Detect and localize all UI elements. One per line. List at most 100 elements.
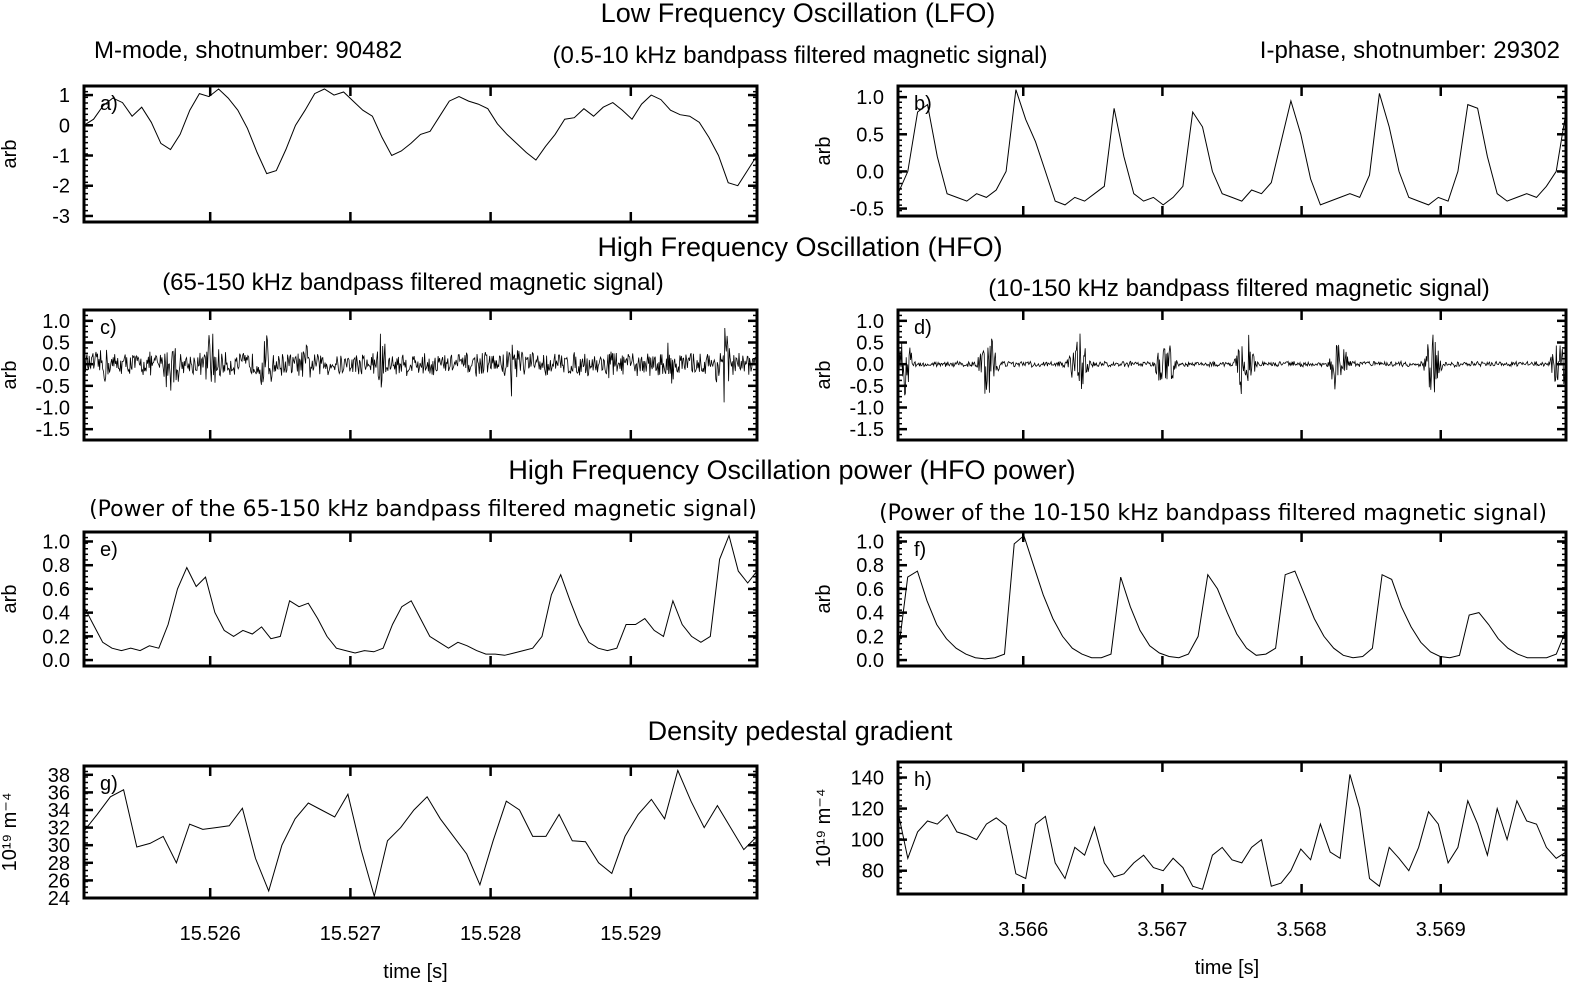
panel-label-f: f) bbox=[914, 539, 926, 561]
panel-label-d: d) bbox=[914, 317, 932, 339]
xtick-label: 15.527 bbox=[320, 923, 381, 945]
panel-label-c: c) bbox=[100, 317, 117, 339]
ytick-label: -1.5 bbox=[36, 419, 70, 441]
ytick-label: -0.5 bbox=[850, 199, 884, 221]
data-line-c bbox=[83, 327, 758, 403]
xtick-label: 3.566 bbox=[998, 919, 1048, 941]
ytick-label: 0.8 bbox=[856, 555, 884, 577]
panel-c: 1.00.50.0-0.5-1.0-1.5 c) arb bbox=[0, 308, 759, 442]
panel-f: 1.00.80.60.40.20.0 f) arb bbox=[813, 530, 1568, 672]
ytick-label: 0.0 bbox=[42, 354, 70, 376]
ytick-label: 26 bbox=[48, 870, 70, 892]
ytick-label: 140 bbox=[851, 768, 884, 790]
ytick-label: 28 bbox=[48, 853, 70, 875]
panel-b: 1.0 0.5 0.0 -0.5 b) arb bbox=[813, 84, 1568, 221]
axes-frame-a bbox=[82, 84, 759, 224]
ytick-label: -1.5 bbox=[850, 419, 884, 441]
axes-frame-e bbox=[82, 530, 759, 668]
panel-a: 1 0 -1 -2 -3 a) arb bbox=[0, 84, 759, 228]
xtick-label: 15.529 bbox=[600, 923, 661, 945]
hfo-right-subtitle: (10-150 kHz bandpass filtered magnetic s… bbox=[988, 275, 1490, 302]
ylabel-e: arb bbox=[0, 585, 21, 614]
ytick-label: 0.8 bbox=[42, 555, 70, 577]
xtick-label: 3.569 bbox=[1416, 919, 1466, 941]
hfo-power-left-subtitle: (Power of the 65-150 kHz bandpass filter… bbox=[89, 497, 757, 522]
axes-frame-b bbox=[896, 84, 1568, 218]
panel-label-e: e) bbox=[100, 539, 118, 561]
ytick-label: 0.0 bbox=[856, 650, 884, 672]
ytick-label: 0.5 bbox=[42, 333, 70, 355]
ylabel-h: 10¹⁹ m⁻⁴ bbox=[813, 789, 835, 868]
panel-label-g: g) bbox=[100, 773, 118, 795]
data-line-a bbox=[83, 88, 758, 187]
panel-h: 140 120 100 80 h) 10¹⁹ m⁻⁴ 3.566 3.567 3.568 3.56… bbox=[813, 760, 1568, 979]
panel-label-h: h) bbox=[914, 769, 932, 791]
ytick-label: -1.0 bbox=[36, 398, 70, 420]
xlabel-h: time [s] bbox=[1195, 957, 1259, 979]
ytick-label: 0.5 bbox=[856, 333, 884, 355]
ylabel-g: 10¹⁹ m⁻⁴ bbox=[0, 793, 21, 872]
lfo-subtitle: (0.5-10 kHz bandpass filtered magnetic s… bbox=[553, 42, 1048, 69]
panel-label-a: a) bbox=[100, 93, 118, 115]
ytick-label: 38 bbox=[48, 765, 70, 787]
ytick-label: 34 bbox=[48, 800, 70, 822]
axes-frame-c bbox=[82, 308, 759, 442]
xtick-label: 15.528 bbox=[460, 923, 521, 945]
ytick-label: -3 bbox=[52, 206, 70, 228]
xtick-label: 3.567 bbox=[1137, 919, 1187, 941]
lfo-title: Low Frequency Oscillation (LFO) bbox=[601, 0, 996, 28]
panel-label-b: b) bbox=[914, 93, 932, 115]
hfo-title: High Frequency Oscillation (HFO) bbox=[597, 232, 1002, 262]
ylabel-d: arb bbox=[813, 361, 835, 390]
axes-frame-h bbox=[896, 760, 1568, 896]
ylabel-f: arb bbox=[813, 585, 835, 614]
axes-frame-d bbox=[896, 308, 1568, 442]
ytick-label: 32 bbox=[48, 818, 70, 840]
ytick-label: -1 bbox=[52, 146, 70, 168]
axes-frame-f bbox=[896, 530, 1568, 668]
ytick-label: 1 bbox=[59, 85, 70, 107]
ytick-label: 36 bbox=[48, 782, 70, 804]
ytick-label: 24 bbox=[48, 888, 70, 910]
density-title: Density pedestal gradient bbox=[648, 716, 953, 746]
ytick-label: 100 bbox=[851, 830, 884, 852]
ytick-label: 0.2 bbox=[856, 626, 884, 648]
data-line-f bbox=[897, 534, 1567, 660]
ytick-label: 0.4 bbox=[42, 603, 70, 625]
hfo-power-right-subtitle: (Power of the 10-150 kHz bandpass filter… bbox=[879, 501, 1547, 526]
xtick-label: 3.568 bbox=[1277, 919, 1327, 941]
ytick-label: -1.0 bbox=[850, 398, 884, 420]
axes-frame-g bbox=[82, 764, 759, 900]
ytick-label: 0.6 bbox=[42, 579, 70, 601]
ytick-label: -2 bbox=[52, 176, 70, 198]
right-shot-label: I-phase, shotnumber: 29302 bbox=[1260, 37, 1560, 64]
ylabel-a: arb bbox=[0, 140, 21, 169]
ytick-label: 80 bbox=[862, 861, 884, 883]
ytick-label: -0.5 bbox=[850, 376, 884, 398]
hfo-left-subtitle: (65-150 kHz bandpass filtered magnetic s… bbox=[162, 269, 664, 296]
panel-e: 1.00.80.60.40.20.0 e) arb bbox=[0, 530, 759, 672]
data-line-h bbox=[897, 774, 1567, 890]
ytick-label: 0.0 bbox=[856, 354, 884, 376]
ytick-label: 0.4 bbox=[856, 603, 884, 625]
ytick-label: 0.6 bbox=[856, 579, 884, 601]
panel-d: 1.00.50.0-0.5-1.0-1.5 d) arb bbox=[813, 308, 1568, 442]
ytick-label: -0.5 bbox=[36, 376, 70, 398]
ytick-label: 0.2 bbox=[42, 626, 70, 648]
ytick-label: 1.0 bbox=[856, 311, 884, 333]
data-line-d bbox=[897, 333, 1567, 396]
data-line-e bbox=[83, 533, 758, 656]
hfo-power-title: High Frequency Oscillation power (HFO po… bbox=[508, 455, 1075, 485]
xtick-label: 15.526 bbox=[180, 923, 241, 945]
ytick-label: 120 bbox=[851, 799, 884, 821]
left-shot-label: M-mode, shotnumber: 90482 bbox=[94, 37, 402, 64]
ylabel-b: arb bbox=[813, 137, 835, 166]
ylabel-c: arb bbox=[0, 361, 21, 390]
ytick-label: 30 bbox=[48, 835, 70, 857]
ytick-label: 1.0 bbox=[42, 531, 70, 553]
data-line-g bbox=[83, 768, 758, 899]
ytick-label: 1.0 bbox=[856, 87, 884, 109]
ytick-label: 1.0 bbox=[42, 311, 70, 333]
